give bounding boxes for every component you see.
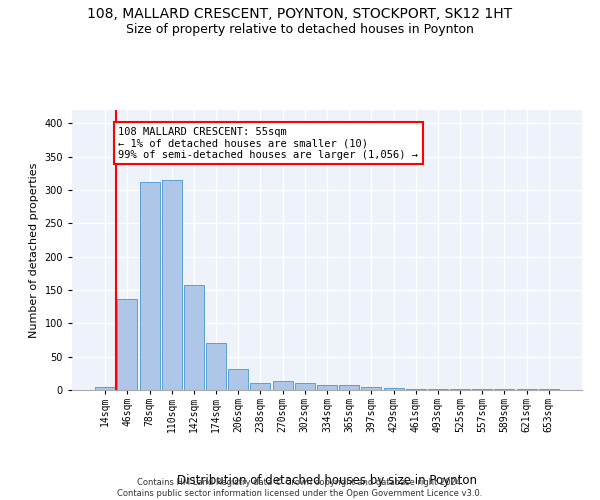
Bar [317, 384, 337, 390]
Bar [140, 182, 160, 390]
Bar [383, 388, 404, 390]
Bar [206, 342, 226, 390]
Y-axis label: Number of detached properties: Number of detached properties [29, 162, 39, 338]
Bar [539, 388, 559, 390]
Bar [295, 384, 315, 390]
Bar [250, 384, 271, 390]
Text: Contains HM Land Registry data © Crown copyright and database right 2024.
Contai: Contains HM Land Registry data © Crown c… [118, 478, 482, 498]
Bar [272, 380, 293, 390]
Bar [339, 384, 359, 390]
Bar [118, 298, 137, 390]
Bar [95, 388, 115, 390]
Text: 108 MALLARD CRESCENT: 55sqm
← 1% of detached houses are smaller (10)
99% of semi: 108 MALLARD CRESCENT: 55sqm ← 1% of deta… [118, 126, 418, 160]
Text: 108, MALLARD CRESCENT, POYNTON, STOCKPORT, SK12 1HT: 108, MALLARD CRESCENT, POYNTON, STOCKPOR… [88, 8, 512, 22]
Bar [184, 286, 204, 390]
Text: Size of property relative to detached houses in Poynton: Size of property relative to detached ho… [126, 22, 474, 36]
Bar [406, 388, 426, 390]
X-axis label: Distribution of detached houses by size in Poynton: Distribution of detached houses by size … [177, 474, 477, 487]
Bar [228, 368, 248, 390]
Bar [361, 388, 382, 390]
Bar [162, 180, 182, 390]
